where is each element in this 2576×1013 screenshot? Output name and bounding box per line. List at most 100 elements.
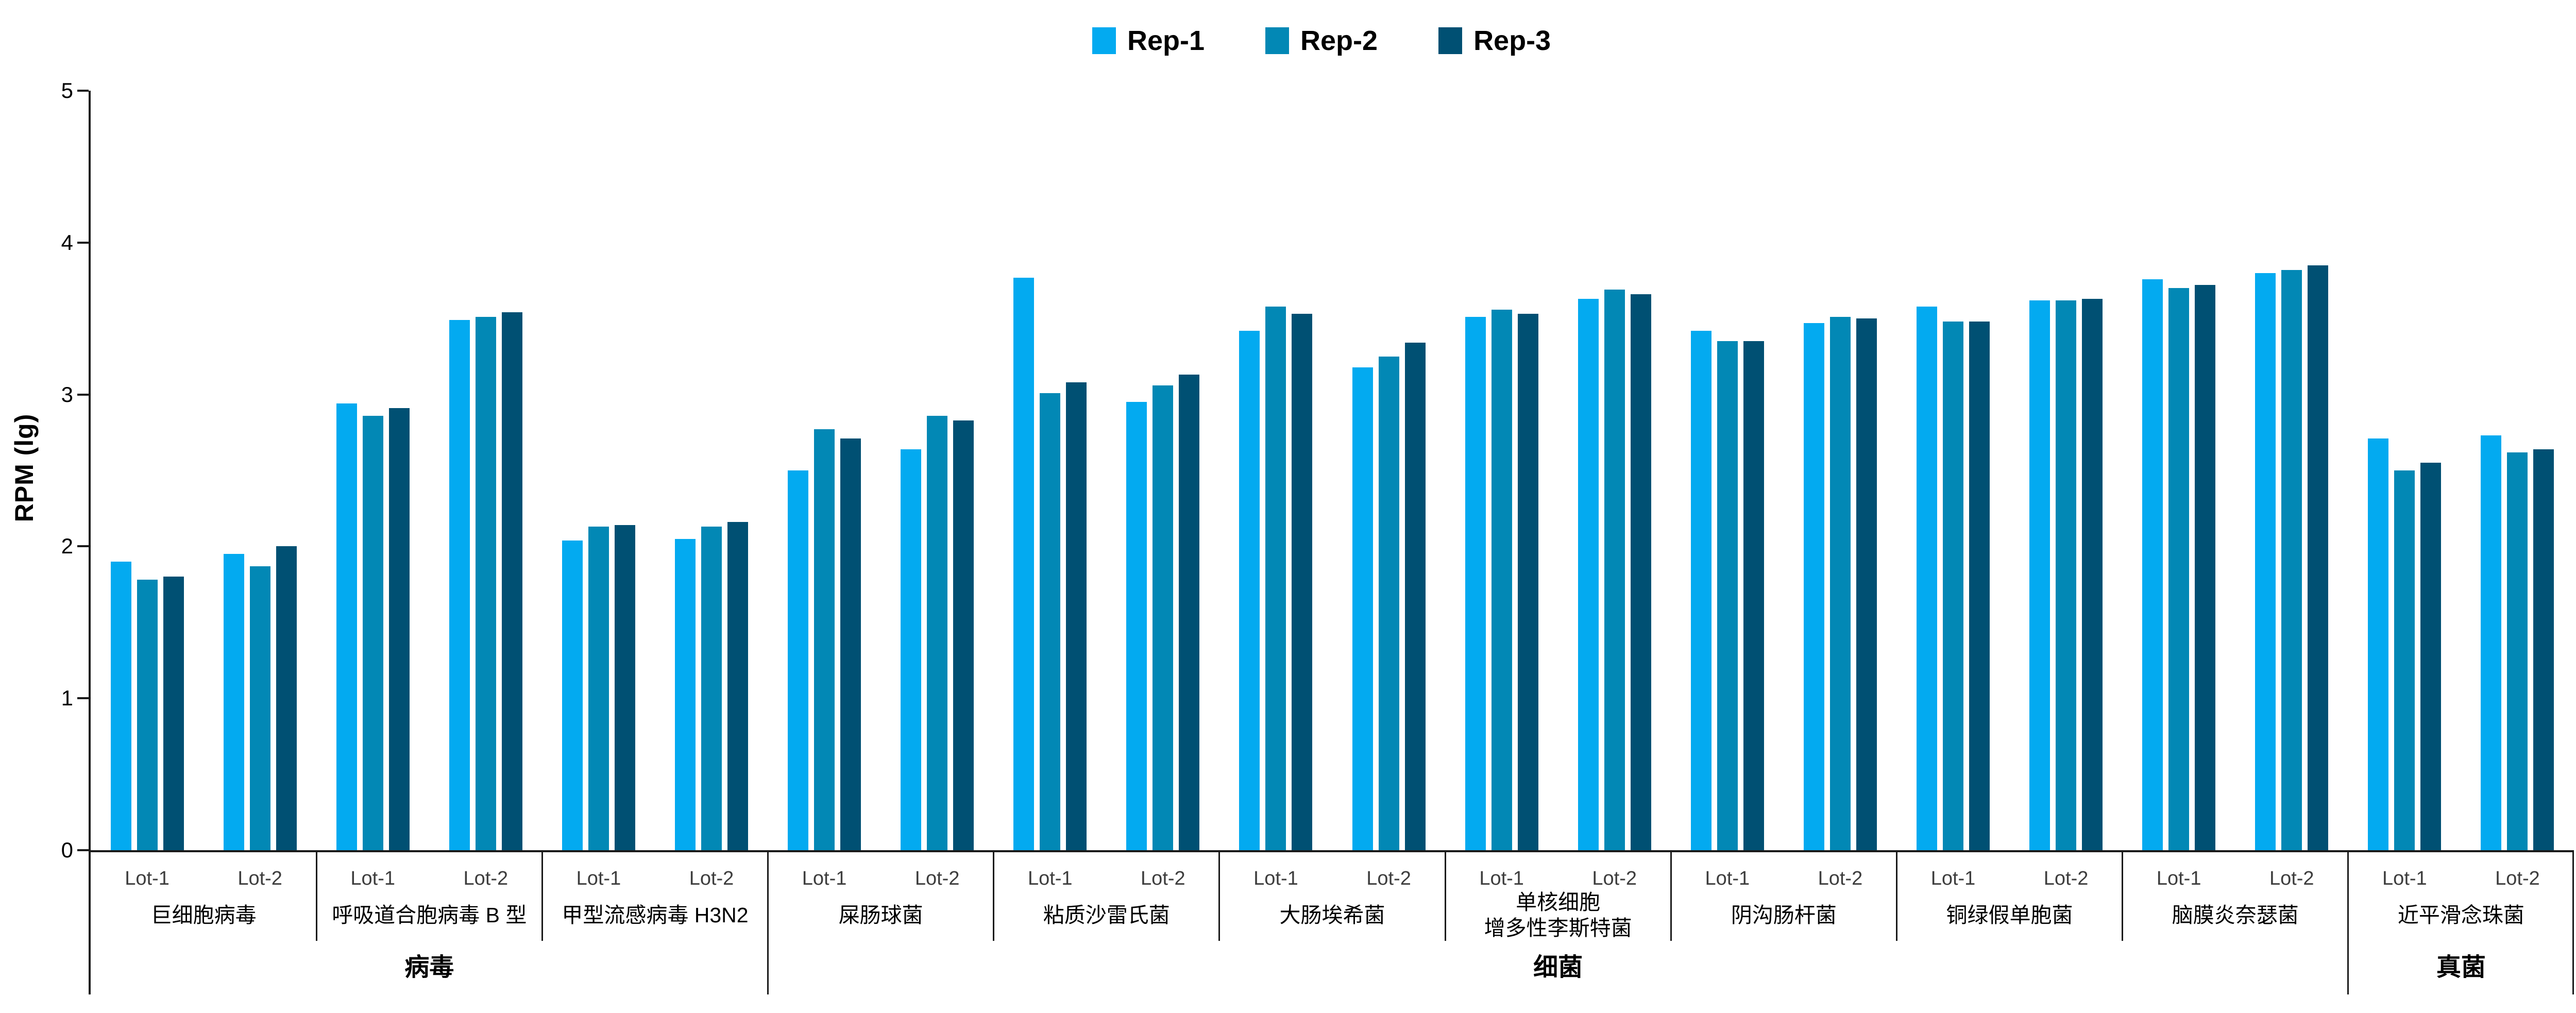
bar — [927, 415, 948, 850]
lot-label: Lot-1 — [1253, 868, 1298, 889]
bar — [2394, 470, 2415, 850]
column-divider — [1895, 850, 1897, 941]
x-axis-line — [89, 850, 2574, 852]
y-axis-line — [89, 91, 91, 994]
organism-label: 粘质沙雷氏菌 — [1043, 903, 1170, 927]
y-tick-label: 3 — [61, 382, 73, 407]
bar — [1378, 356, 1399, 850]
bar — [1265, 306, 1286, 850]
bar — [110, 561, 131, 850]
lot-label: Lot-2 — [2269, 868, 2314, 889]
lot-label: Lot-1 — [1930, 868, 1976, 889]
y-tick-label: 0 — [61, 838, 73, 862]
bar — [1943, 322, 1963, 850]
bar — [2420, 463, 2442, 850]
bar — [1040, 393, 1061, 850]
lot-label: Lot-1 — [2156, 868, 2201, 889]
bar — [1743, 341, 1764, 850]
y-tick-label: 1 — [61, 686, 73, 711]
y-tick-label: 4 — [61, 230, 73, 255]
column-divider — [1218, 850, 1221, 941]
section-label: 真菌 — [2436, 954, 2486, 981]
bar — [2082, 298, 2103, 850]
y-tick — [77, 545, 89, 548]
bar — [1066, 382, 1087, 850]
bar — [727, 522, 748, 850]
bar — [1465, 317, 1486, 850]
bar — [814, 429, 835, 850]
legend-label: Rep-1 — [1127, 25, 1205, 56]
lot-label: Lot-2 — [238, 868, 282, 889]
lot-label: Lot-2 — [2043, 868, 2089, 889]
bar — [163, 577, 184, 850]
organism-label: 屎肠球菌 — [838, 903, 923, 927]
lot-label: Lot-1 — [1705, 868, 1750, 889]
bar — [1969, 322, 1990, 850]
y-tick — [77, 241, 89, 244]
bar — [1292, 314, 1313, 850]
bar — [614, 525, 635, 850]
lot-label: Lot-2 — [1366, 868, 1411, 889]
column-divider — [2122, 850, 2124, 941]
lot-label: Lot-1 — [2382, 868, 2427, 889]
bar — [475, 317, 496, 850]
legend-item-rep-2: Rep-2 — [1265, 27, 1378, 55]
bar — [2168, 288, 2190, 850]
legend: Rep-1 Rep-2 Rep-3 — [1092, 27, 1551, 55]
legend-label: Rep-2 — [1300, 25, 1378, 56]
column-divider — [767, 850, 769, 994]
lot-label: Lot-1 — [1479, 868, 1524, 889]
lot-label: Lot-2 — [689, 868, 734, 889]
lot-label: Lot-2 — [1818, 868, 1863, 889]
bar — [1829, 317, 1851, 850]
lot-label: Lot-1 — [350, 868, 396, 889]
bar — [1153, 385, 1174, 850]
bar — [249, 566, 270, 850]
column-divider — [2347, 850, 2349, 994]
bar — [1690, 330, 1711, 850]
table-right-border — [2572, 850, 2574, 994]
lot-label: Lot-1 — [802, 868, 847, 889]
bar — [362, 415, 383, 850]
lot-label: Lot-1 — [125, 868, 170, 889]
bar — [2056, 300, 2077, 850]
y-tick — [77, 697, 89, 700]
legend-item-rep-1: Rep-1 — [1092, 27, 1205, 55]
organism-label: 巨细胞病毒 — [150, 903, 257, 927]
y-tick-label: 5 — [61, 78, 73, 103]
lot-label: Lot-2 — [1592, 868, 1637, 889]
organism-label: 脑膜炎奈瑟菌 — [2172, 903, 2299, 927]
bar — [1717, 341, 1738, 850]
column-divider — [1444, 850, 1446, 941]
bar — [1404, 343, 1426, 850]
bar — [276, 546, 297, 850]
rep-3-swatch-icon — [1438, 27, 1463, 54]
bar — [2507, 452, 2528, 850]
bar — [2368, 438, 2389, 850]
bar — [953, 420, 974, 850]
bar — [388, 408, 410, 850]
organism-label: 大肠埃希菌 — [1279, 903, 1385, 927]
bar — [675, 538, 696, 850]
bar — [1491, 309, 1512, 850]
organism-label: 甲型流感病毒 H3N2 — [562, 903, 749, 927]
rep-2-swatch-icon — [1265, 27, 1290, 54]
section-label: 病毒 — [404, 954, 454, 981]
bar — [1517, 314, 1538, 850]
bar — [137, 580, 158, 850]
y-tick — [77, 849, 89, 851]
column-divider — [1670, 850, 1672, 941]
lot-label: Lot-1 — [1027, 868, 1073, 889]
bar — [1578, 298, 1599, 850]
organism-label: 呼吸道合胞病毒 B 型 — [332, 903, 527, 927]
bar — [2308, 265, 2329, 850]
bar — [1239, 330, 1260, 850]
y-tick-label: 2 — [61, 534, 73, 559]
section-label: 细菌 — [1533, 954, 1583, 981]
bar — [901, 449, 922, 850]
bar — [1013, 277, 1035, 850]
bar — [562, 540, 583, 850]
bar — [336, 403, 357, 850]
lot-label: Lot-2 — [2495, 868, 2540, 889]
